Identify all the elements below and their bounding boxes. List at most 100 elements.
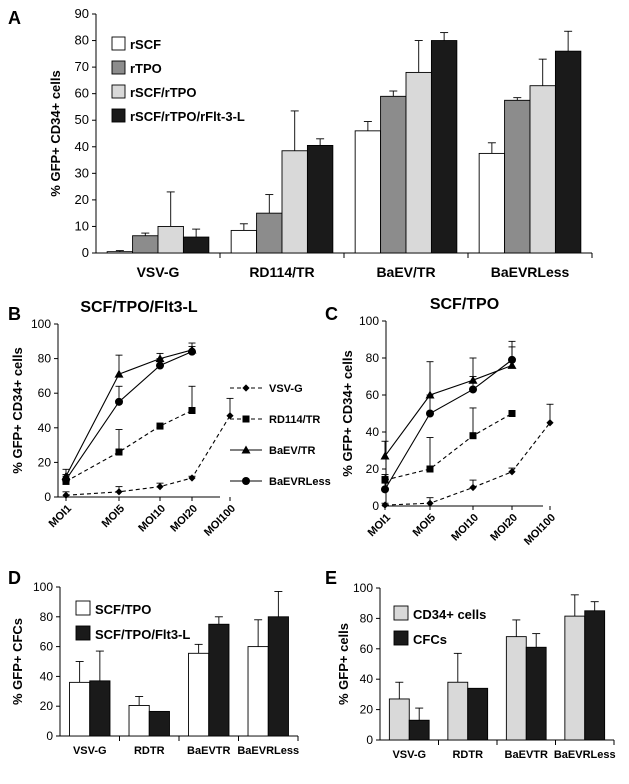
data-point [115, 448, 123, 456]
y-tick-label: 40 [75, 139, 89, 154]
bar [230, 229, 258, 254]
y-tick-label: 0 [372, 499, 379, 513]
bar [267, 616, 289, 737]
legend-label: CFCs [413, 632, 447, 647]
bar [132, 235, 159, 254]
bar [554, 50, 582, 254]
bar [564, 615, 586, 741]
data-point [226, 412, 234, 420]
data-point [508, 355, 516, 364]
category-label: VSV-G [73, 745, 107, 757]
legend-marker [242, 477, 250, 485]
chart-title: SCF/TPO [430, 296, 499, 313]
bar [182, 236, 210, 254]
bar [525, 646, 547, 741]
data-point [188, 407, 196, 414]
y-tick-label: 50 [75, 112, 89, 127]
x-tick-label: MOI10 [449, 512, 481, 544]
y-tick-label: 100 [33, 580, 53, 594]
y-tick-label: 10 [75, 218, 89, 233]
y-tick-label: 60 [75, 86, 89, 101]
y-tick-label: 90 [75, 6, 89, 21]
category-label: BaEVTR [187, 745, 230, 757]
y-tick-label: 0 [44, 490, 51, 504]
x-tick-label: MOI100 [202, 503, 238, 539]
bar [584, 610, 606, 741]
bar [128, 705, 150, 737]
y-axis-label: % GFP+ CFCs [10, 618, 25, 705]
y-tick-label: 0 [82, 245, 89, 260]
series-line [65, 415, 231, 496]
panel-label-e: E [325, 568, 337, 588]
legend-swatch [75, 625, 91, 641]
legend-swatch [111, 84, 126, 99]
y-tick-label: 30 [75, 165, 89, 180]
category-label: RD114/TR [249, 264, 314, 280]
series-line [65, 351, 193, 481]
bar [447, 681, 469, 741]
x-tick-label: MOI20 [168, 503, 200, 535]
y-tick-label: 40 [38, 421, 52, 435]
bar [380, 95, 407, 254]
bar [405, 71, 432, 254]
y-axis-label: % GFP+ CD34+ cells [48, 70, 63, 196]
y-axis-label: % GFP+ cells [336, 623, 351, 705]
legend-label: rSCF/rTPO/rFlt-3-L [130, 109, 245, 124]
series-line [65, 349, 193, 477]
bar [157, 225, 184, 254]
y-tick-label: 40 [40, 669, 54, 683]
legend-marker [241, 445, 251, 454]
legend-label: VSV-G [269, 383, 303, 395]
chart-panel-a: 0 10 20 30 40 50 60 70 80 90 VSV-G RD114/TR BaEV/TR B… [48, 6, 593, 280]
x-tick-label: MOI10 [136, 503, 168, 535]
legend-swatch [393, 630, 409, 646]
y-tick-label: 20 [75, 192, 89, 207]
legend-label: rSCF/rTPO [130, 85, 196, 100]
y-tick-label: 80 [360, 611, 374, 625]
y-tick-label: 80 [38, 352, 52, 366]
bar [388, 698, 410, 741]
legend-swatch [111, 36, 126, 51]
category-label: BaEVTR [505, 749, 548, 761]
data-point [156, 483, 164, 491]
data-point [469, 385, 477, 394]
data-point [62, 475, 70, 484]
bar [247, 646, 269, 737]
y-tick-label: 40 [360, 672, 374, 686]
data-point [508, 410, 516, 417]
bar [467, 687, 489, 741]
data-point [188, 474, 196, 482]
legend-label: rSCF [130, 37, 161, 52]
data-point [115, 397, 123, 406]
y-tick-label: 60 [366, 388, 380, 402]
data-point [426, 409, 434, 418]
legend-swatch [75, 600, 91, 616]
bar [148, 710, 170, 737]
panel-label-b: B [8, 304, 21, 324]
x-tick-label: MOI1 [47, 503, 75, 531]
y-tick-label: 20 [360, 703, 374, 717]
y-tick-label: 20 [38, 455, 52, 469]
data-point [156, 361, 164, 370]
legend-label: BaEV/TR [269, 445, 316, 457]
legend-label: SCF/TPO/Flt3-L [95, 627, 190, 642]
y-tick-label: 100 [31, 317, 51, 331]
data-point [156, 422, 164, 430]
y-tick-label: 70 [75, 59, 89, 74]
data-point [115, 488, 123, 496]
y-tick-label: 20 [366, 462, 380, 476]
data-point [469, 432, 477, 440]
legend-label: rTPO [130, 61, 162, 76]
data-point [381, 485, 389, 494]
panel-label-c: C [325, 304, 338, 324]
category-label: VSV-G [392, 749, 426, 761]
bar [529, 85, 556, 254]
legend-label: RD114/TR [269, 414, 320, 426]
category-label: RDTR [452, 749, 483, 761]
series-line [384, 359, 513, 490]
data-point [62, 491, 70, 499]
y-tick-label: 0 [46, 729, 53, 743]
legend-swatch [111, 60, 126, 75]
chart-panel-d: 0 20 40 60 80 100 VSV-G RDTR BaEVTR BaEVRLess % GF… [10, 580, 299, 757]
